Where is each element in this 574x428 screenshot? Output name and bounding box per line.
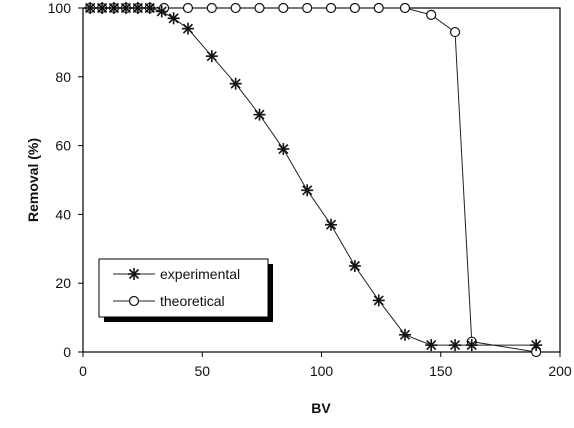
data-point-experimental	[96, 2, 109, 14]
legend-circle-icon	[128, 295, 140, 307]
legend-box	[98, 258, 269, 318]
data-point-experimental	[181, 22, 194, 35]
data-point-theoretical	[230, 2, 241, 14]
data-point-experimental	[530, 339, 543, 352]
data-point-theoretical	[426, 9, 437, 20]
y-tick-label: 20	[55, 275, 71, 291]
legend: experimental theoretical	[98, 258, 273, 322]
data-point-experimental	[119, 2, 132, 14]
data-point-experimental	[229, 77, 242, 90]
y-tick-label: 80	[55, 69, 71, 85]
data-point-experimental	[108, 2, 121, 14]
data-point-theoretical	[182, 2, 194, 14]
data-point-experimental	[465, 339, 478, 352]
y-tick-label: 100	[48, 0, 72, 16]
data-point-experimental	[167, 12, 180, 25]
data-point-experimental	[449, 339, 462, 352]
legend-label-experimental: experimental	[160, 266, 240, 282]
data-point-experimental	[253, 108, 266, 121]
data-point-experimental	[325, 218, 338, 231]
data-point-experimental	[348, 260, 361, 272]
legend-label-theoretical: theoretical	[160, 293, 225, 309]
x-tick-label: 0	[79, 363, 87, 379]
data-point-theoretical	[254, 2, 265, 14]
x-axis-title: BV	[311, 400, 331, 416]
data-point-theoretical	[206, 2, 217, 14]
data-point-experimental	[155, 5, 168, 18]
chart-marks	[84, 2, 543, 358]
data-point-theoretical	[325, 2, 337, 14]
data-point-theoretical	[349, 2, 360, 14]
y-tick-label: 40	[55, 206, 71, 222]
data-point-theoretical	[399, 2, 411, 14]
y-axis-title: Removal (%)	[25, 138, 41, 222]
data-point-theoretical	[449, 26, 461, 38]
data-point-theoretical	[302, 2, 313, 14]
data-point-experimental	[277, 143, 290, 156]
data-point-theoretical	[373, 2, 384, 14]
legend-marker-theoretical	[128, 295, 140, 307]
data-point-experimental	[143, 2, 156, 14]
data-point-experimental	[425, 339, 438, 352]
data-point-theoretical	[278, 2, 289, 14]
legend-marker-experimental	[128, 268, 140, 280]
x-tick-label: 200	[548, 363, 572, 379]
x-tick-label: 50	[194, 363, 210, 379]
data-point-experimental	[131, 2, 144, 14]
legend-star-icon	[128, 268, 140, 280]
data-point-experimental	[372, 294, 385, 307]
data-point-experimental	[398, 328, 411, 341]
x-tick-label: 150	[429, 363, 453, 379]
data-point-experimental	[301, 184, 314, 197]
axis-ticks: 0 50 100 150 200 0 20 40 60 80 100	[48, 0, 572, 379]
data-point-experimental	[205, 50, 218, 63]
data-point-experimental	[84, 2, 97, 14]
y-tick-label: 60	[55, 138, 71, 154]
x-tick-label: 100	[310, 363, 334, 379]
y-tick-label: 0	[63, 344, 71, 360]
